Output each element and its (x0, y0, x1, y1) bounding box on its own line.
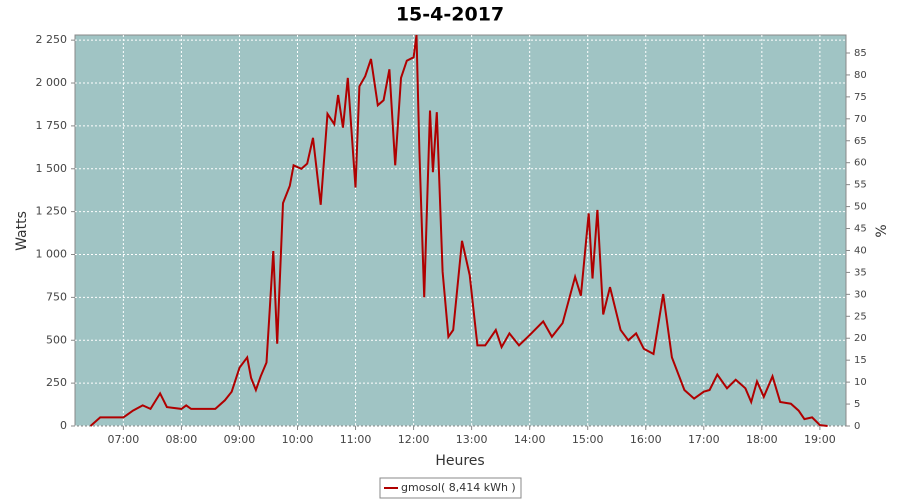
x-tick-label: 07:00 (108, 433, 140, 446)
y2-tick-label: 35 (854, 267, 867, 278)
y2-tick-label: 55 (854, 180, 867, 191)
y2-tick-label: 30 (854, 289, 867, 300)
x-tick-label: 17:00 (688, 433, 720, 446)
x-tick-label: 18:00 (746, 433, 778, 446)
x-axis-label: Heures (435, 453, 484, 469)
x-tick-label: 13:00 (456, 433, 488, 446)
y2-tick-label: 75 (854, 92, 867, 103)
y2-tick-label: 0 (854, 421, 860, 432)
y-tick-label: 250 (46, 376, 67, 389)
x-tick-label: 10:00 (282, 433, 314, 446)
y-tick-label: 750 (46, 290, 67, 303)
x-tick-label: 11:00 (340, 433, 372, 446)
y2-tick-label: 65 (854, 136, 867, 147)
y2-tick-label: 45 (854, 224, 867, 235)
legend-label: gmosol( 8,414 kWh ) (401, 481, 516, 494)
y-tick-label: 2 250 (36, 33, 68, 46)
y2-tick-label: 70 (854, 114, 867, 125)
plot-area (74, 34, 847, 427)
x-tick-label: 16:00 (630, 433, 662, 446)
y2-tick-label: 80 (854, 70, 867, 81)
x-tick-label: 19:00 (804, 433, 836, 446)
y2-tick-label: 60 (854, 158, 867, 169)
x-tick-label: 15:00 (572, 433, 604, 446)
legend-box (379, 477, 522, 499)
y-tick-label: 1 500 (36, 162, 68, 175)
chart-title: 15-4-2017 (396, 4, 504, 26)
y2-tick-label: 15 (854, 355, 867, 366)
y-tick-label: 2 000 (36, 76, 68, 89)
y2-tick-label: 85 (854, 48, 867, 59)
y2-tick-label: 50 (854, 202, 867, 213)
series-line (89, 34, 828, 427)
y2-axis-label: % (874, 224, 890, 237)
x-tick-label: 09:00 (224, 433, 256, 446)
x-tick-label: 12:00 (398, 433, 430, 446)
y2-tick-label: 20 (854, 333, 867, 344)
y-tick-label: 500 (46, 333, 67, 346)
y2-tick-label: 10 (854, 377, 867, 388)
x-tick-label: 14:00 (514, 433, 546, 446)
y-tick-label: 0 (60, 419, 67, 432)
y2-tick-label: 25 (854, 311, 867, 322)
y-tick-label: 1 250 (36, 205, 68, 218)
x-tick-label: 08:00 (166, 433, 198, 446)
y-axis-label: Watts (14, 211, 30, 251)
y2-tick-label: 40 (854, 245, 867, 256)
y-tick-label: 1 000 (36, 248, 68, 261)
y2-tick-label: 5 (854, 399, 860, 410)
y-tick-label: 1 750 (36, 119, 68, 132)
